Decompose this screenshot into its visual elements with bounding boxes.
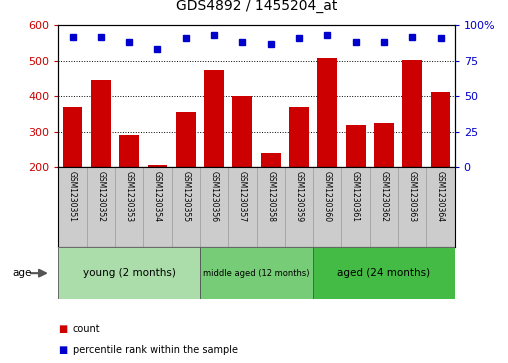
Text: GSM1230353: GSM1230353 (124, 171, 134, 222)
Bar (431, 92, 451, 167)
Text: middle aged (12 months): middle aged (12 months) (203, 269, 310, 278)
Text: GSM1230351: GSM1230351 (68, 171, 77, 222)
Bar (289, 107, 309, 167)
Text: GSM1230360: GSM1230360 (323, 171, 332, 222)
Text: GSM1230352: GSM1230352 (97, 171, 105, 222)
Bar (62, 107, 82, 167)
Text: GSM1230355: GSM1230355 (181, 171, 190, 222)
Text: GSM1230356: GSM1230356 (210, 171, 218, 222)
Text: GSM1230364: GSM1230364 (436, 171, 445, 222)
Text: GSM1230357: GSM1230357 (238, 171, 247, 222)
Text: count: count (73, 323, 100, 334)
Text: age: age (13, 268, 32, 278)
Bar (176, 112, 196, 167)
Bar (148, 165, 167, 167)
Bar (402, 60, 422, 167)
Bar (345, 125, 365, 167)
Bar (200, 247, 313, 299)
Text: GSM1230358: GSM1230358 (266, 171, 275, 222)
Text: young (2 months): young (2 months) (83, 268, 176, 278)
Text: ■: ■ (58, 323, 68, 334)
Text: GSM1230359: GSM1230359 (295, 171, 303, 222)
Text: aged (24 months): aged (24 months) (337, 268, 430, 278)
Bar (204, 70, 224, 167)
Bar (233, 96, 252, 167)
Bar (58, 247, 200, 299)
Bar (91, 80, 111, 167)
Text: GSM1230363: GSM1230363 (408, 171, 417, 222)
Text: GDS4892 / 1455204_at: GDS4892 / 1455204_at (176, 0, 337, 13)
Text: ■: ■ (58, 345, 68, 355)
Bar (313, 247, 455, 299)
Bar (318, 58, 337, 167)
Text: percentile rank within the sample: percentile rank within the sample (73, 345, 238, 355)
Bar (374, 123, 394, 167)
Text: GSM1230361: GSM1230361 (351, 171, 360, 222)
Text: GSM1230362: GSM1230362 (379, 171, 389, 222)
Text: GSM1230354: GSM1230354 (153, 171, 162, 222)
Bar (261, 153, 280, 167)
Bar (119, 135, 139, 167)
